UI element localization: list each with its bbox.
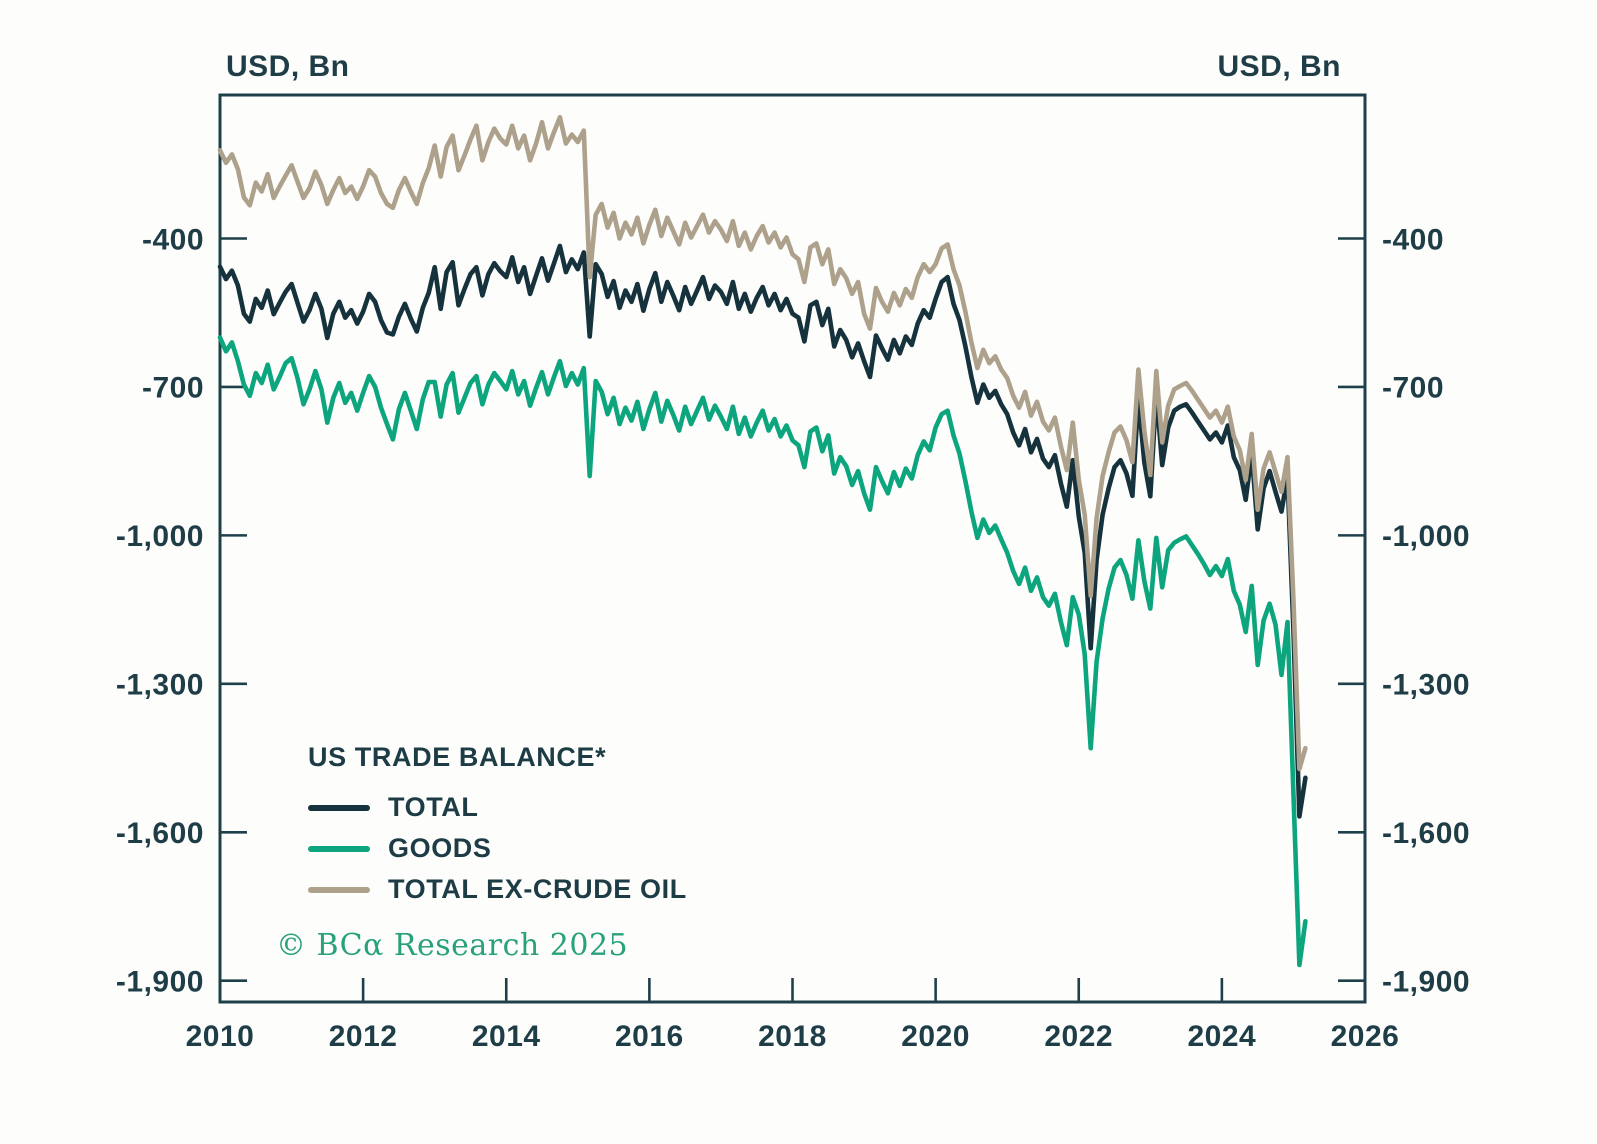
legend-item-goods: GOODS <box>308 828 687 869</box>
x-tick-label: 2010 <box>186 1020 255 1053</box>
series-line-total <box>217 243 1308 819</box>
y-tick-label-right: -1,600 <box>1382 817 1470 850</box>
x-tick-label: 2020 <box>901 1020 970 1053</box>
x-tick-label: 2014 <box>472 1020 541 1053</box>
x-tick-label: 2024 <box>1188 1020 1257 1053</box>
chart-legend: US TRADE BALANCE* TOTAL GOODS TOTAL EX-C… <box>308 742 687 910</box>
ex-crude-line-swatch <box>308 886 370 893</box>
legend-item-total: TOTAL <box>308 787 687 828</box>
x-tick-label: 2012 <box>329 1020 398 1053</box>
legend-label-goods: GOODS <box>388 833 492 863</box>
x-tick-label: 2022 <box>1044 1020 1113 1053</box>
total-line-swatch <box>308 804 370 811</box>
x-tick-label: 2016 <box>615 1020 684 1053</box>
legend-label-ex-crude: TOTAL EX-CRUDE OIL <box>388 874 687 904</box>
y-tick-label-left: -400 <box>142 223 204 256</box>
y-tick-label-left: -700 <box>142 372 204 405</box>
y-tick-label-left: -1,300 <box>116 669 204 702</box>
y-tick-label-right: -1,900 <box>1382 966 1470 999</box>
y-tick-label-left: -1,900 <box>116 966 204 999</box>
goods-line-swatch <box>308 845 370 852</box>
legend-label-total: TOTAL <box>388 792 479 822</box>
series-line-goods <box>217 335 1308 968</box>
x-tick-label: 2026 <box>1331 1020 1400 1053</box>
series-line-total-ex-crude-oil <box>217 115 1308 772</box>
y-axis-unit-right: USD, Bn <box>1217 50 1341 83</box>
y-tick-label-right: -700 <box>1382 372 1444 405</box>
y-tick-label-right: -1,000 <box>1382 520 1470 553</box>
y-tick-label-left: -1,600 <box>116 817 204 850</box>
copyright-notice: © BCα Research 2025 <box>276 928 629 963</box>
y-tick-label-left: -1,000 <box>116 520 204 553</box>
y-axis-unit-left: USD, Bn <box>226 50 350 83</box>
legend-item-ex-crude: TOTAL EX-CRUDE OIL <box>308 869 687 910</box>
y-tick-label-right: -1,300 <box>1382 669 1470 702</box>
y-tick-label-right: -400 <box>1382 223 1444 256</box>
legend-title: US TRADE BALANCE* <box>308 742 607 772</box>
x-tick-label: 2018 <box>758 1020 827 1053</box>
